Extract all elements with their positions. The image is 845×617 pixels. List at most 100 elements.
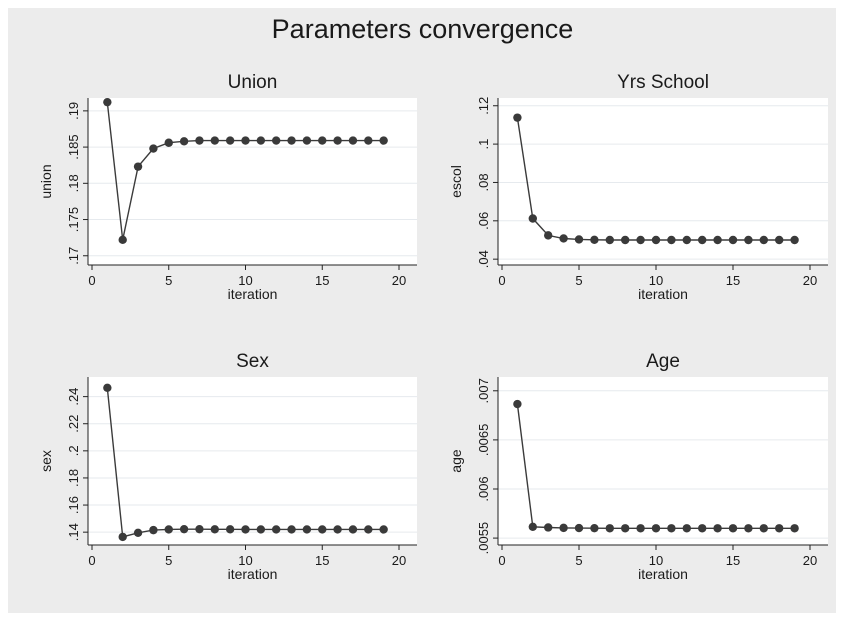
x-tick-label: 20 [803, 553, 817, 568]
data-point [287, 136, 296, 145]
data-point [698, 524, 707, 533]
y-tick-label: .18 [66, 469, 81, 487]
data-point [574, 235, 584, 244]
y-tick-label: .24 [66, 388, 81, 406]
plot-area [498, 98, 828, 265]
data-point [775, 524, 784, 533]
data-point [318, 525, 327, 534]
chart-panel-1: .17 .175 .18 .185 .19 0 5 10 15 20 iteration union U… [38, 72, 417, 302]
data-point [698, 235, 707, 245]
x-tick-label: 0 [498, 553, 505, 568]
y-axis-label: union [38, 164, 54, 198]
data-point [103, 97, 112, 107]
data-point [790, 524, 799, 533]
data-point [713, 524, 722, 533]
y-tick-label: .17 [66, 247, 81, 265]
data-point [790, 235, 799, 245]
data-point [682, 524, 691, 533]
chart-panel-4: .0055 .006 .0065 .007 0 5 10 15 20 iteration age Ag… [448, 351, 828, 582]
y-tick-label: .12 [476, 97, 491, 115]
panel-title: Sex [236, 351, 269, 372]
x-tick-label: 20 [803, 273, 817, 288]
chart-panel-3: .14 .16 .18 .2 .22 .24 0 5 10 15 20 iteration sex Sex [38, 351, 417, 582]
y-axis-label: age [448, 449, 464, 473]
data-point [333, 525, 342, 534]
data-point [195, 524, 204, 534]
data-point [256, 136, 266, 145]
y-tick-label: .14 [66, 523, 81, 541]
y-tick-label: .19 [66, 102, 81, 120]
data-point [164, 525, 173, 534]
y-tick-label: .04 [476, 250, 491, 268]
data-point [605, 235, 614, 245]
main-title: Parameters convergence [271, 14, 574, 44]
y-axis-label: sex [38, 450, 54, 472]
panel-title: Age [646, 351, 680, 372]
data-point [149, 525, 158, 535]
x-tick-label: 10 [238, 273, 252, 288]
data-point [364, 525, 373, 534]
data-point [133, 528, 143, 538]
data-point [559, 523, 568, 533]
x-tick-label: 0 [498, 273, 505, 288]
data-point [302, 525, 312, 534]
x-tick-label: 10 [649, 273, 663, 288]
data-point [667, 524, 676, 533]
y-tick-label: .06 [476, 212, 491, 230]
data-point [513, 113, 522, 122]
data-point [590, 235, 599, 244]
data-point [590, 523, 599, 533]
y-tick-label: .16 [66, 496, 81, 514]
data-point [318, 136, 327, 145]
data-point [241, 525, 250, 534]
y-tick-label: .08 [476, 173, 491, 191]
x-tick-label: 15 [315, 273, 329, 288]
data-point [256, 525, 266, 534]
data-point [636, 235, 645, 245]
x-axis-label: iteration [228, 566, 278, 582]
data-point [636, 524, 645, 533]
y-axis-label: escol [448, 165, 464, 198]
y-tick-label: .1 [476, 139, 491, 150]
panel-title: Yrs School [617, 72, 709, 93]
x-tick-label: 20 [392, 273, 406, 288]
data-point [744, 235, 753, 245]
data-point [759, 524, 768, 533]
x-axis-label: iteration [228, 286, 278, 302]
y-tick-label: .007 [476, 378, 491, 403]
x-tick-label: 10 [238, 553, 252, 568]
x-tick-label: 0 [88, 553, 95, 568]
data-point [287, 525, 296, 534]
data-point [775, 235, 784, 245]
data-point [179, 137, 189, 146]
x-tick-label: 15 [726, 553, 740, 568]
data-point [348, 136, 358, 145]
plot-area [88, 377, 417, 545]
data-point [210, 525, 219, 534]
data-point [544, 523, 553, 532]
data-point [333, 136, 342, 145]
y-tick-label: .185 [66, 134, 81, 159]
data-point [744, 524, 753, 533]
data-point [651, 235, 661, 245]
data-point [364, 136, 373, 145]
y-tick-label: .0065 [476, 424, 491, 457]
data-point [164, 138, 173, 147]
data-point [179, 524, 189, 534]
data-point [728, 524, 738, 533]
data-point [759, 235, 768, 245]
y-tick-label: .006 [476, 476, 491, 501]
plot-area [498, 377, 828, 545]
x-axis-label: iteration [638, 566, 688, 582]
data-point [513, 399, 522, 409]
y-tick-label: .0055 [476, 522, 491, 555]
x-tick-label: 20 [392, 553, 406, 568]
data-point [667, 235, 676, 245]
data-point [605, 524, 614, 533]
data-point [149, 144, 158, 153]
x-tick-label: 5 [575, 553, 582, 568]
y-tick-label: .18 [66, 174, 81, 192]
data-point [528, 214, 537, 223]
data-point [272, 136, 281, 145]
